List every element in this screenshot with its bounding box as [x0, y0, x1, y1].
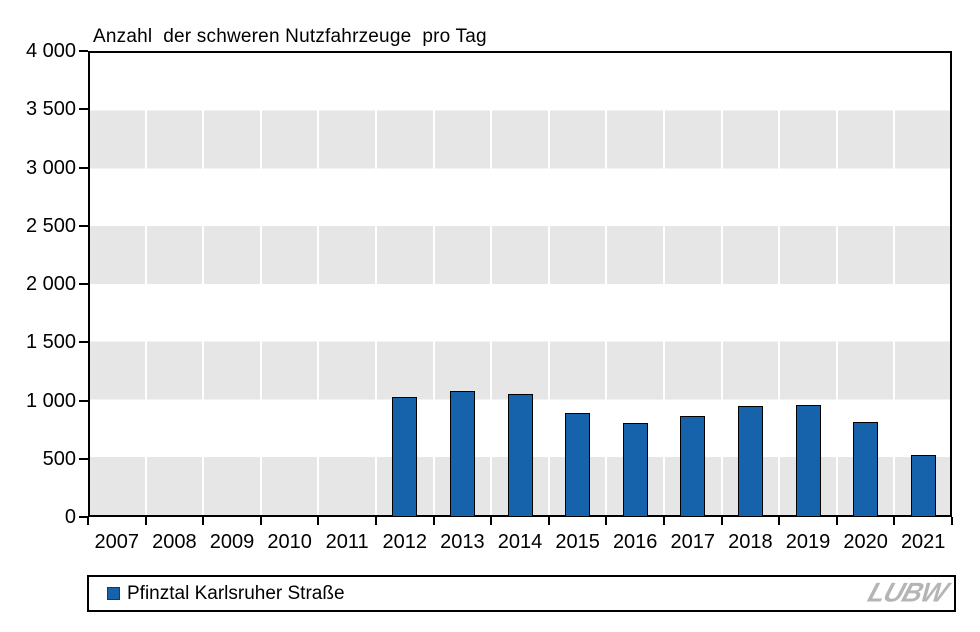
vertical-gridline — [144, 53, 147, 515]
bar-2020 — [853, 422, 879, 517]
vertical-gridline — [202, 53, 205, 515]
y-axis-label: 2 000 — [25, 273, 76, 295]
x-axis-tick — [432, 517, 435, 525]
x-axis-tick — [720, 517, 723, 525]
x-axis-tick — [663, 517, 665, 525]
x-axis-tick — [835, 517, 838, 525]
y-axis-label: 1 500 — [25, 331, 76, 354]
x-axis-label: 2008 — [152, 531, 197, 553]
x-axis-tick — [375, 517, 377, 525]
x-axis-label: 2011 — [325, 531, 369, 553]
y-axis-tick — [79, 341, 88, 344]
y-axis-label: 0 — [64, 506, 76, 528]
vertical-gridline — [663, 53, 665, 515]
x-axis-tick — [259, 517, 262, 525]
vertical-gridline — [259, 53, 262, 515]
y-axis-label: 1 000 — [25, 389, 76, 412]
y-axis-label: 500 — [42, 447, 76, 470]
y-axis-tick — [79, 166, 88, 169]
x-axis-tick — [893, 517, 896, 525]
bar-2014 — [507, 393, 533, 517]
x-axis-tick — [490, 517, 493, 525]
vertical-gridline — [778, 53, 781, 515]
x-axis-label: 2012 — [382, 531, 428, 553]
bar-2015 — [565, 412, 591, 517]
bar-2013 — [449, 390, 475, 517]
bar-2021 — [910, 455, 936, 517]
x-axis-label: 2007 — [94, 531, 140, 553]
x-axis-label: 2015 — [555, 531, 600, 553]
x-axis-label: 2019 — [785, 531, 831, 553]
y-axis-tick — [79, 457, 88, 460]
y-axis-tick — [79, 50, 88, 52]
bar-2017 — [680, 416, 706, 517]
y-axis-tick — [79, 108, 88, 111]
x-axis-label: 2009 — [209, 531, 255, 553]
vertical-gridline — [490, 53, 493, 515]
x-axis-tick — [144, 517, 147, 525]
x-axis-label: 2020 — [843, 531, 888, 553]
y-axis-label: 3 500 — [25, 98, 76, 121]
y-axis-tick — [79, 283, 88, 285]
x-axis-label: 2010 — [267, 531, 312, 553]
bar-2018 — [737, 406, 763, 517]
x-axis-tick — [317, 517, 320, 525]
legend: Pfinztal Karlsruher Straße LUBW — [87, 575, 956, 612]
y-axis-label: 2 500 — [25, 214, 76, 237]
y-axis-label: 3 000 — [25, 156, 76, 179]
x-axis-label: 2014 — [497, 531, 543, 553]
bar-2012 — [392, 397, 418, 517]
bar-2016 — [622, 422, 648, 517]
vertical-gridline — [547, 53, 550, 515]
x-axis-label: 2021 — [900, 531, 946, 553]
x-axis-label: 2018 — [728, 531, 773, 553]
x-axis-tick — [951, 517, 953, 525]
x-axis-tick — [778, 517, 781, 525]
chart-title: Anzahl der schweren Nutzfahrzeuge pro Ta… — [93, 26, 487, 47]
x-axis-tick — [87, 517, 89, 525]
legend-marker-icon — [107, 587, 120, 600]
y-axis-tick — [79, 224, 88, 227]
bar-2019 — [795, 404, 821, 517]
lubw-logo: LUBW — [864, 576, 952, 607]
x-axis-label: 2017 — [670, 531, 716, 553]
legend-label: Pfinztal Karlsruher Straße — [127, 582, 345, 604]
y-axis-label: 4 000 — [25, 40, 76, 62]
vertical-gridline — [720, 53, 723, 515]
vertical-gridline — [893, 53, 896, 515]
x-axis-label: 2016 — [612, 531, 658, 553]
x-axis-tick — [547, 517, 550, 525]
vertical-gridline — [317, 53, 320, 515]
x-axis-tick — [605, 517, 608, 525]
vertical-gridline — [835, 53, 838, 515]
y-axis-tick — [79, 516, 88, 518]
y-axis-tick — [79, 399, 88, 402]
vertical-gridline — [605, 53, 608, 515]
vertical-gridline — [375, 53, 377, 515]
x-axis-tick — [202, 517, 205, 525]
vertical-gridline — [432, 53, 435, 515]
x-axis-label: 2013 — [440, 531, 485, 553]
